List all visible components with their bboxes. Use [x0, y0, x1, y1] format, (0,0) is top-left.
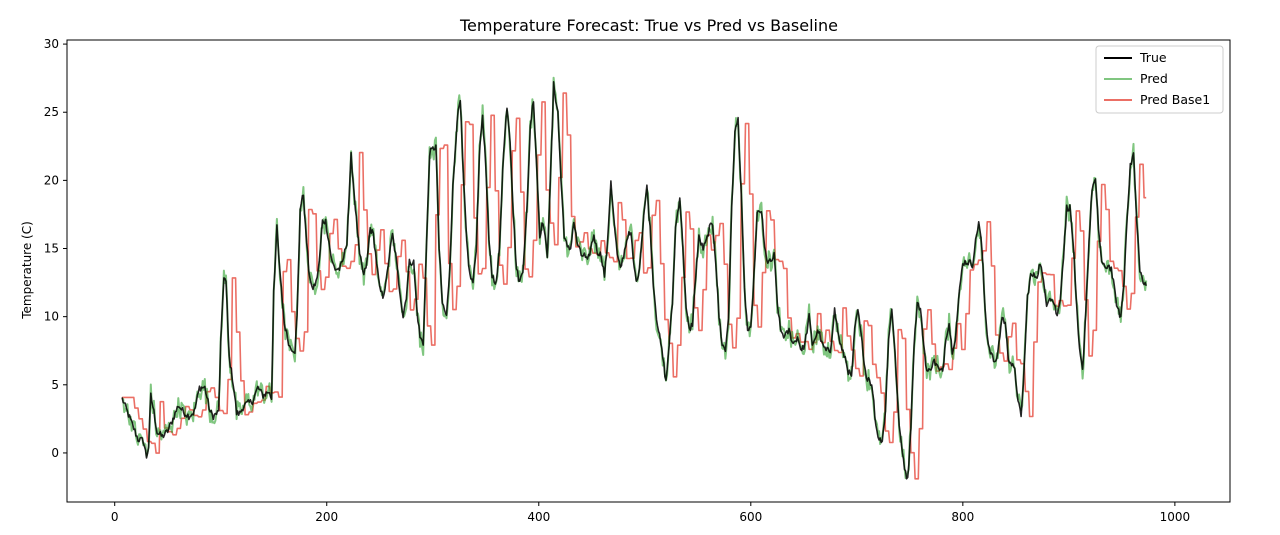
series-line-true [121, 81, 1147, 480]
y-tick-label: 25 [44, 105, 59, 119]
y-tick-label: 10 [44, 310, 59, 324]
legend-box [1095, 45, 1224, 114]
x-tick-label: 400 [527, 510, 550, 524]
y-tick-label: 20 [44, 173, 59, 187]
x-tick-label: 600 [739, 510, 762, 524]
x-tick-label: 800 [951, 510, 974, 524]
y-tick-label: 30 [44, 37, 59, 51]
y-tick-label: 15 [44, 242, 59, 256]
plot-area [121, 76, 1148, 480]
legend-label-pred-base1: Pred Base1 [1140, 92, 1210, 107]
y-tick-label: 0 [51, 446, 59, 460]
x-tick-label: 0 [111, 510, 119, 524]
y-tick-label: 5 [51, 378, 59, 392]
chart-title: Temperature Forecast: True vs Pred vs Ba… [459, 16, 838, 35]
series-line-pred-base1 [122, 92, 1147, 480]
legend-label-pred: Pred [1140, 71, 1168, 86]
legend-label-true: True [1139, 50, 1167, 65]
x-axis-ticks: 0 200 400 600 800 1000 [111, 502, 1190, 524]
x-tick-label: 200 [315, 510, 338, 524]
legend: True Pred Pred Base1 [1095, 45, 1224, 114]
axes-frame [66, 39, 1231, 503]
series-line-pred [121, 76, 1148, 480]
y-axis-ticks: 0 5 10 15 20 25 30 [44, 37, 67, 460]
y-axis-label: Temperature (C) [20, 221, 34, 320]
x-tick-label: 1000 [1160, 510, 1191, 524]
